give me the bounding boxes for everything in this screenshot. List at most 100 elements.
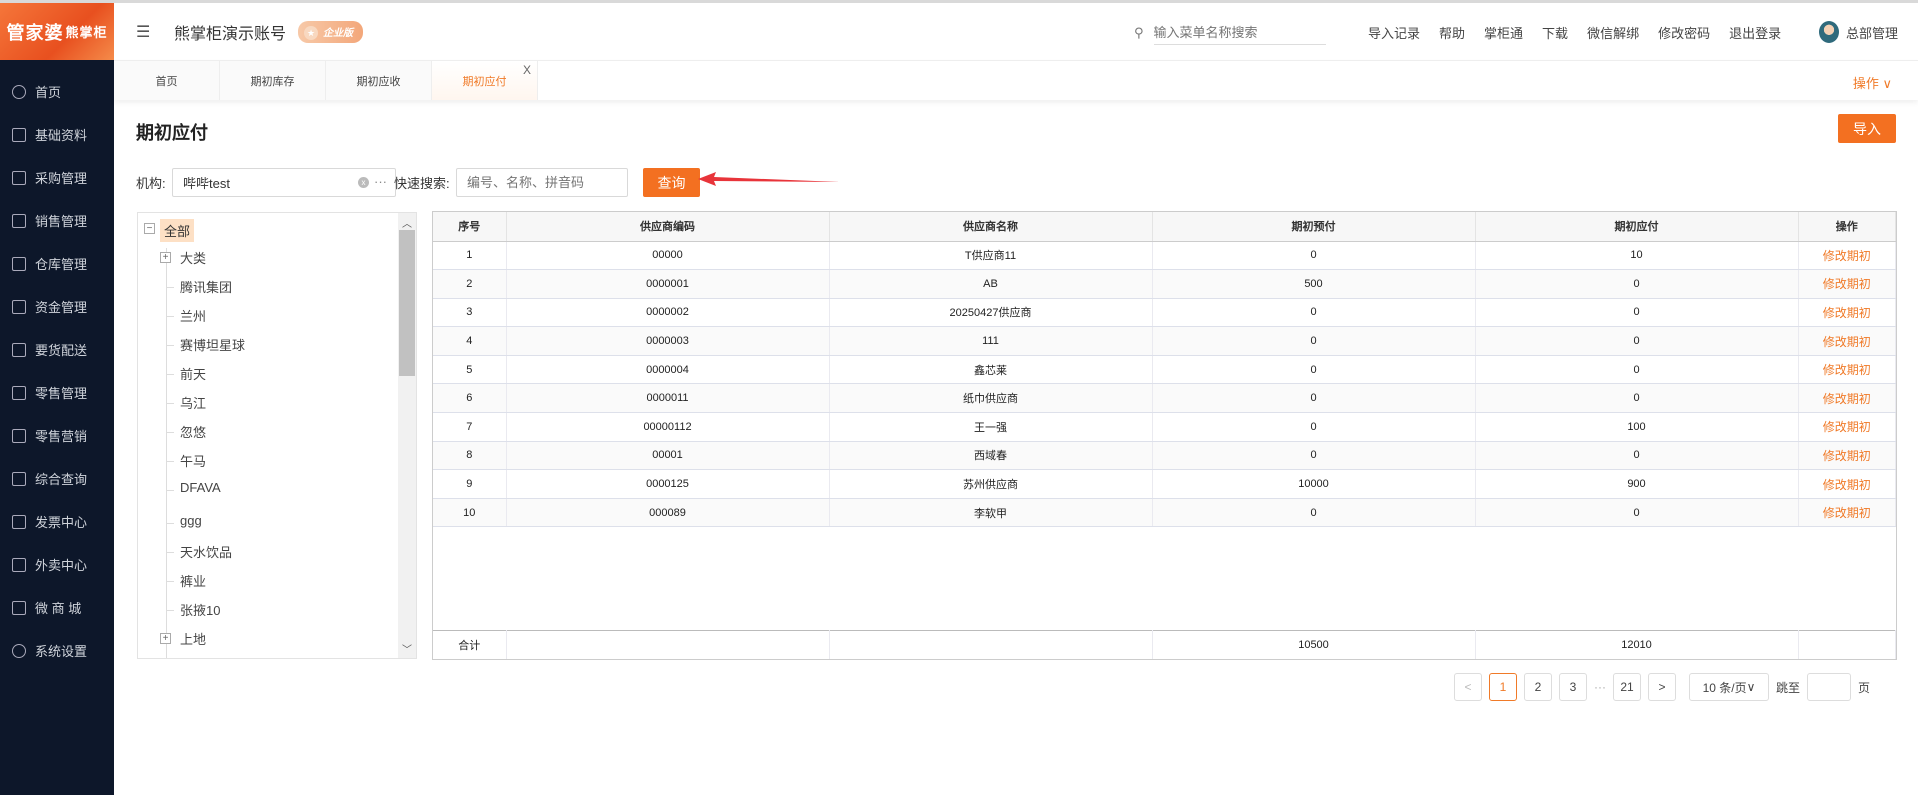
sidebar-item[interactable]: 首页 xyxy=(0,70,114,113)
tab[interactable]: 期初应收 xyxy=(326,61,432,100)
tree-node[interactable]: 赛博坦星球 xyxy=(180,338,246,353)
more-icon[interactable]: ··· xyxy=(374,174,387,189)
sidebar-item[interactable]: 综合查询 xyxy=(0,457,114,500)
total-label: 合计 xyxy=(433,630,507,659)
next-page-button[interactable]: > xyxy=(1648,673,1676,701)
table-cell: 1 xyxy=(433,241,507,271)
page-2[interactable]: 2 xyxy=(1524,673,1552,701)
query-button[interactable]: 查询 xyxy=(643,168,700,197)
page-1[interactable]: 1 xyxy=(1489,673,1517,701)
area-chart-icon xyxy=(12,385,26,400)
sidebar-item[interactable]: 系统设置 xyxy=(0,629,114,672)
page-last[interactable]: 21 xyxy=(1613,673,1641,701)
tree-node[interactable]: 天水饮品 xyxy=(180,545,233,560)
close-icon[interactable]: X xyxy=(522,63,531,77)
edit-opening-link[interactable]: 修改期初 xyxy=(1798,241,1896,271)
sidebar-item-label: 销售管理 xyxy=(35,214,88,229)
tree-line xyxy=(166,403,174,404)
page-suffix: 页 xyxy=(1858,680,1871,695)
sidebar-item[interactable]: 微 商 城 xyxy=(0,586,114,629)
ellipsis[interactable]: ··· xyxy=(1594,680,1606,694)
sidebar-item[interactable]: 仓库管理 xyxy=(0,242,114,285)
edit-opening-link[interactable]: 修改期初 xyxy=(1798,326,1896,356)
tree-node[interactable]: 上地 xyxy=(180,632,207,647)
tree-node[interactable]: ggg xyxy=(180,513,202,528)
scroll-up-icon[interactable]: ︿ xyxy=(402,219,412,230)
table-cell: 4 xyxy=(433,326,507,356)
tree-node[interactable]: 下地四街 xyxy=(180,658,232,659)
sidebar-item[interactable]: 采购管理 xyxy=(0,156,114,199)
tab[interactable]: 期初库存 xyxy=(220,61,326,100)
tree-scrollbar[interactable]: ︿ ﹀ xyxy=(398,213,416,658)
edit-opening-link[interactable]: 修改期初 xyxy=(1798,355,1896,385)
header-link[interactable]: 帮助 xyxy=(1439,26,1466,41)
header-link[interactable]: 修改密码 xyxy=(1658,26,1711,41)
edit-opening-link[interactable]: 修改期初 xyxy=(1798,412,1896,442)
tree-node[interactable]: 腾讯集团 xyxy=(180,280,233,295)
sidebar-item[interactable]: 外卖中心 xyxy=(0,543,114,586)
clear-icon[interactable]: x xyxy=(358,177,369,188)
prev-page-button[interactable]: < xyxy=(1454,673,1482,701)
org-field[interactable]: 哔哔test x ··· xyxy=(172,168,396,197)
tab[interactable]: 期初应付 X xyxy=(432,61,538,100)
expand-icon[interactable]: + xyxy=(160,252,171,263)
header-link[interactable]: 导入记录 xyxy=(1368,26,1421,41)
edit-opening-link[interactable]: 修改期初 xyxy=(1798,441,1896,471)
tree-node[interactable]: 兰州 xyxy=(180,309,207,324)
menu-toggle-icon[interactable]: ☰ xyxy=(136,23,151,41)
table-cell: 100 xyxy=(1475,412,1799,442)
tree-node[interactable]: 前天 xyxy=(180,367,207,382)
sidebar-menu: 首页基础资料采购管理销售管理仓库管理 资金管理 要货配送 零售管理 零售营销综合查询发票… xyxy=(0,60,114,672)
gear-icon xyxy=(12,643,26,658)
menu-search-input[interactable] xyxy=(1153,21,1326,45)
edit-opening-link[interactable]: 修改期初 xyxy=(1798,498,1896,528)
table-cell: 9 xyxy=(433,469,507,499)
tree-node[interactable]: 忽悠 xyxy=(180,425,207,440)
operations-dropdown[interactable]: 操作 ∨ xyxy=(1852,76,1892,91)
tree-node-root[interactable]: 全部 xyxy=(160,219,195,242)
jump-label: 跳至 xyxy=(1776,680,1801,695)
quick-search-input[interactable] xyxy=(456,168,628,197)
tree-node[interactable]: 大类 xyxy=(180,251,207,266)
table-cell: 8 xyxy=(433,441,507,471)
table-cell: 0000004 xyxy=(506,355,830,385)
sidebar-item-label: 综合查询 xyxy=(35,472,88,487)
sidebar-item[interactable]: 发票中心 xyxy=(0,500,114,543)
jump-page-input[interactable] xyxy=(1807,673,1852,701)
collapse-icon[interactable]: − xyxy=(144,223,155,234)
sidebar-item[interactable]: 零售营销 xyxy=(0,414,114,457)
header-link[interactable]: 退出登录 xyxy=(1729,26,1782,41)
tree-node[interactable]: DFAVA xyxy=(180,480,221,495)
tree-node[interactable]: 裤业 xyxy=(180,574,207,589)
sidebar-item[interactable]: 零售管理 xyxy=(0,371,114,414)
edit-opening-link[interactable]: 修改期初 xyxy=(1798,298,1896,328)
scroll-thumb[interactable] xyxy=(399,230,415,376)
edit-opening-link[interactable]: 修改期初 xyxy=(1798,469,1896,499)
page-3[interactable]: 3 xyxy=(1559,673,1587,701)
header-link[interactable]: 掌柜通 xyxy=(1484,26,1524,41)
edit-opening-link[interactable]: 修改期初 xyxy=(1798,269,1896,299)
import-button[interactable]: 导入 xyxy=(1838,114,1896,143)
edit-opening-link[interactable]: 修改期初 xyxy=(1798,383,1896,414)
tree-node[interactable]: 张掖10 xyxy=(180,603,221,618)
user-menu[interactable]: 总部管理 xyxy=(1818,21,1898,43)
table-row: 4 0000003 111 0 0 修改期初 xyxy=(433,326,1896,356)
header-link[interactable]: 微信解绑 xyxy=(1587,26,1640,41)
sidebar-item[interactable]: 要货配送 xyxy=(0,328,114,371)
table-cell: 6 xyxy=(433,383,507,414)
sidebar-item-label: 基础资料 xyxy=(35,128,88,143)
header-link[interactable]: 下载 xyxy=(1542,26,1569,41)
tree-node[interactable]: 乌江 xyxy=(180,396,207,411)
scroll-down-icon[interactable]: ﹀ xyxy=(402,645,412,656)
expand-icon[interactable]: + xyxy=(160,633,171,644)
tab[interactable]: 首页 xyxy=(114,61,220,100)
tab-label: 期初库存 xyxy=(250,75,295,88)
sidebar-item[interactable]: 资金管理 xyxy=(0,285,114,328)
user-name: 总部管理 xyxy=(1845,25,1898,41)
tree-node[interactable]: 午马 xyxy=(180,454,207,469)
sidebar-item[interactable]: 基础资料 xyxy=(0,113,114,156)
sidebar: 管家婆 熊掌柜 首页 基础资料 采购管理 销售管理 仓库管理 资金管理 要货配送 零售管理 零售营… xyxy=(0,3,114,795)
page-size-select[interactable]: 10 条/页 ∨ xyxy=(1689,673,1769,701)
sidebar-item[interactable]: 销售管理 xyxy=(0,199,114,242)
star-icon: ★ xyxy=(304,25,319,40)
